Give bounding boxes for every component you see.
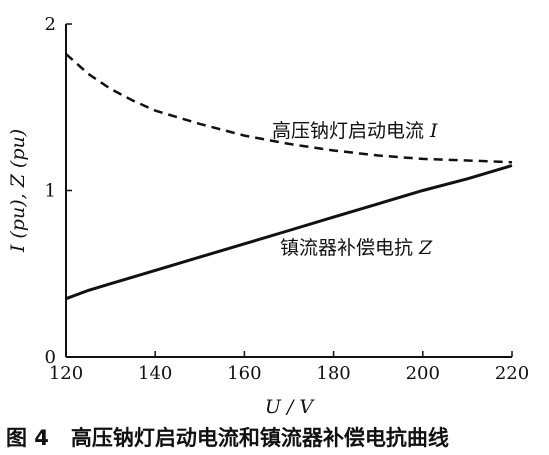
x-axis-label: U / V (265, 396, 315, 418)
line-chart: 120 140 160 180 200 220 0 1 2 U / V I (pu), Z (pu… (7, 14, 530, 418)
y-tick-label: 2 (45, 14, 56, 35)
series-symbol: I (429, 120, 438, 142)
series-line-1 (65, 53, 513, 164)
x-tick-label: 180 (316, 363, 350, 384)
series-line-2 (65, 164, 513, 301)
series-label-1: 高压钠灯启动电流 I (272, 120, 438, 142)
figure-caption-text: 高压钠灯启动电流和镇流器补偿电抗曲线 (70, 426, 449, 450)
y-tick-label: 1 (45, 181, 56, 202)
x-tick-label: 160 (227, 363, 261, 384)
series-name: 镇流器补偿电抗 (280, 237, 419, 259)
x-tick-label: 220 (495, 363, 529, 384)
y-tick-label: 0 (45, 347, 56, 368)
series-name: 高压钠灯启动电流 (272, 120, 430, 142)
x-tick-label: 200 (406, 363, 440, 384)
x-tick-label: 140 (138, 363, 172, 384)
chart-labels: U / V I (pu), Z (pu) 高压钠灯启动电流 I 镇流器补偿电抗 Z (7, 120, 438, 418)
series-label-2: 镇流器补偿电抗 Z (280, 237, 433, 259)
figure-label: 图 4 (6, 426, 49, 450)
y-axis-label: I (pu), Z (pu) (7, 129, 29, 253)
x-tick-label: 120 (49, 363, 83, 384)
figure-caption: 图 4 高压钠灯启动电流和镇流器补偿电抗曲线 (6, 422, 546, 452)
chart-series (65, 53, 513, 301)
series-symbol: Z (418, 237, 433, 259)
chart-axes: 120 140 160 180 200 220 0 1 2 (45, 14, 530, 384)
